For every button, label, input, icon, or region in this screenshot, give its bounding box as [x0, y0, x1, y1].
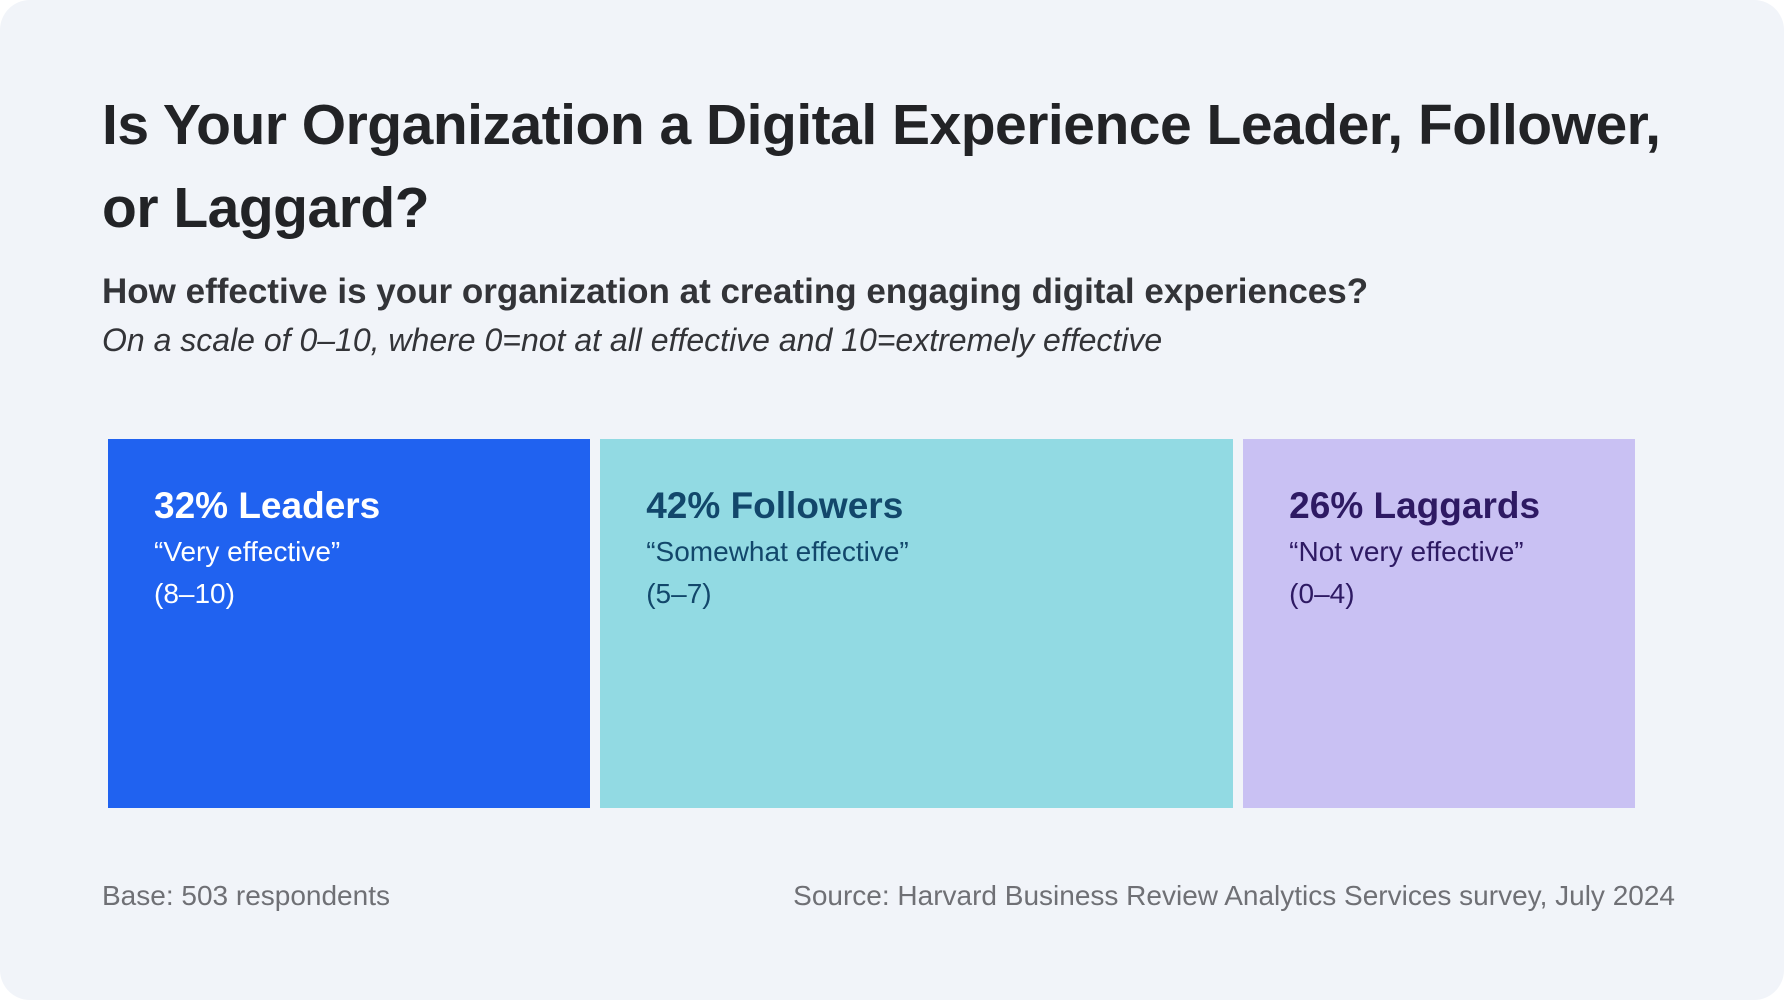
segment-description: “Not very effective” — [1289, 536, 1524, 567]
segment-description: “Somewhat effective” — [646, 536, 909, 567]
scale-note: On a scale of 0–10, where 0=not at all e… — [102, 322, 1163, 358]
segment-description: “Very effective” — [154, 536, 341, 567]
segment-range: (5–7) — [646, 578, 712, 609]
source-note: Source: Harvard Business Review Analytic… — [793, 880, 1675, 911]
segment-range: (8–10) — [154, 578, 235, 609]
segment-leaders: 32% Leaders “Very effective” (8–10) — [108, 439, 591, 808]
chart-question: How effective is your organization at cr… — [102, 272, 1369, 311]
segment-label: 26% Laggards — [1289, 485, 1541, 526]
segment-followers: 42% Followers “Somewhat effective” (5–7) — [600, 439, 1234, 808]
segment-label: 42% Followers — [646, 485, 904, 526]
segment-label: 32% Leaders — [154, 485, 381, 526]
chart-title: Is Your Organization a Digital Experienc… — [102, 93, 1661, 240]
base-note: Base: 503 respondents — [102, 880, 390, 911]
segment-range: (0–4) — [1289, 578, 1355, 609]
segment-laggards: 26% Laggards “Not very effective” (0–4) — [1243, 439, 1635, 808]
